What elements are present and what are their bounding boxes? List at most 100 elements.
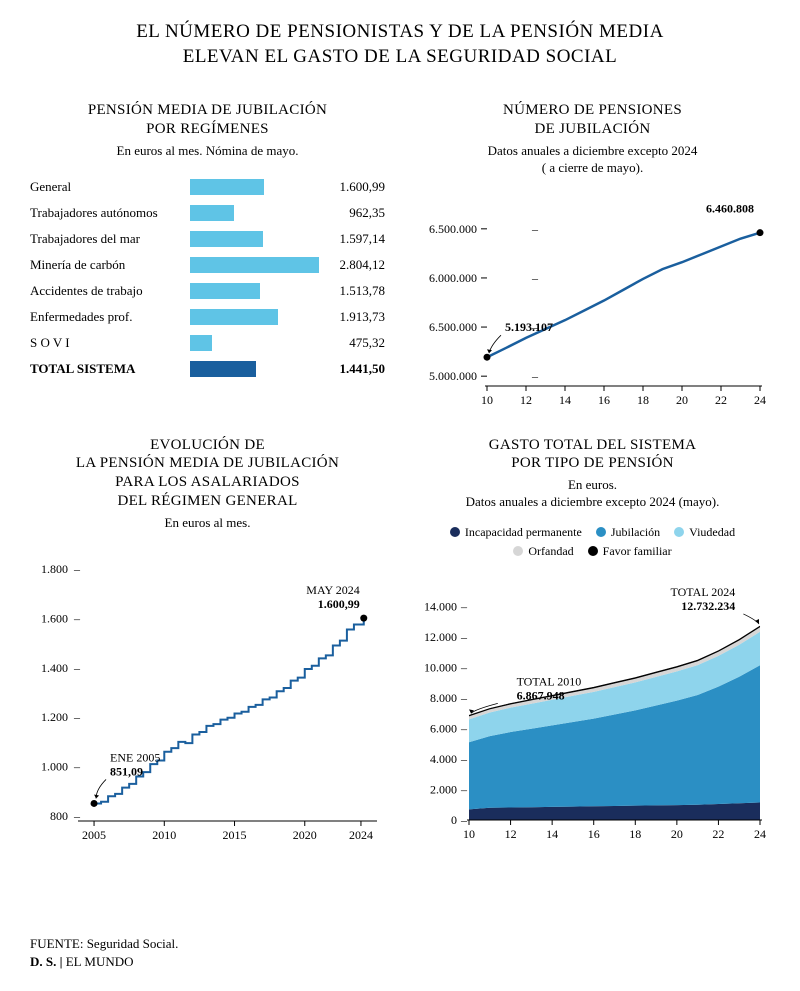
panel-numero-pensiones: NÚMERO DE PENSIONES DE JUBILACIÓN Datos …: [415, 101, 770, 405]
legend-item: Favor familiar: [588, 544, 672, 559]
svg-text:1.000: 1.000: [41, 759, 68, 773]
svg-text:6.500.000: 6.500.000: [429, 320, 477, 334]
panel-evolucion-pension: EVOLUCIÓN DE LA PENSIÓN MEDIA DE JUBILAC…: [30, 436, 385, 841]
panel-c-sub: En euros al mes.: [30, 515, 385, 532]
svg-text:0: 0: [451, 813, 457, 827]
hbar-label: General: [30, 179, 190, 195]
svg-text:1.600,99: 1.600,99: [318, 597, 360, 611]
panel-b-sub: Datos anuales a diciembre excepto 2024 (…: [415, 143, 770, 177]
hbar-label: Accidentes de trabajo: [30, 283, 190, 299]
hbar-label: Minería de carbón: [30, 257, 190, 273]
hbar-label: S O V I: [30, 335, 190, 351]
svg-text:–: –: [460, 691, 468, 705]
hbar-track: [190, 231, 323, 247]
hbar-chart: General1.600,99Trabajadores autónomos962…: [30, 174, 385, 382]
panel-b-sub-l2: ( a cierre de mayo).: [542, 160, 643, 175]
panel-c-title-l4: DEL RÉGIMEN GENERAL: [117, 493, 297, 509]
svg-text:–: –: [460, 661, 468, 675]
svg-text:2.000: 2.000: [430, 782, 457, 796]
hbar-value: 962,35: [323, 205, 385, 221]
svg-text:–: –: [531, 369, 539, 383]
hbar-row: Minería de carbón 2.804,12: [30, 252, 385, 278]
legend-item: Viudedad: [674, 525, 735, 540]
svg-text:–: –: [460, 721, 468, 735]
hbar-value: 1.513,78: [323, 283, 385, 299]
legend-dot: [596, 527, 606, 537]
svg-text:4.000: 4.000: [430, 752, 457, 766]
svg-text:1.400: 1.400: [41, 660, 68, 674]
legend: Incapacidad permanenteJubilaciónViudedad…: [415, 525, 770, 559]
svg-text:16: 16: [588, 827, 600, 840]
legend-label: Jubilación: [611, 525, 660, 540]
hbar-value: 1.600,99: [323, 179, 385, 195]
panel-d-sub-l2: Datos anuales a diciembre excepto 2024 (…: [466, 494, 720, 509]
panel-a-title-l1: PENSIÓN MEDIA DE JUBILACIÓN: [88, 102, 327, 118]
panel-a-title-l2: POR REGÍMENES: [146, 121, 269, 137]
svg-text:10: 10: [481, 393, 493, 406]
byline-source: EL MUNDO: [66, 954, 134, 969]
svg-text:10: 10: [463, 827, 475, 840]
hbar-track: [190, 283, 323, 299]
svg-text:5.193.107: 5.193.107: [505, 320, 553, 334]
svg-text:24: 24: [754, 393, 766, 406]
svg-text:22: 22: [715, 393, 727, 406]
hbar-value: 475,32: [323, 335, 385, 351]
svg-text:22: 22: [712, 827, 724, 840]
hbar-value: 1.913,73: [323, 309, 385, 325]
svg-text:2024: 2024: [349, 828, 373, 841]
panel-b-title-l2: DE JUBILACIÓN: [535, 121, 651, 137]
svg-text:12: 12: [520, 393, 532, 406]
svg-text:20: 20: [671, 827, 683, 840]
area-chart-gasto: 0–2.000–4.000–6.000–8.000–10.000–12.000–…: [415, 565, 770, 840]
svg-text:18: 18: [637, 393, 649, 406]
hbar-track: [190, 205, 323, 221]
hbar-fill: [190, 205, 234, 221]
svg-text:1.200: 1.200: [41, 710, 68, 724]
hbar-row: Accidentes de trabajo 1.513,78: [30, 278, 385, 304]
svg-text:–: –: [531, 271, 539, 285]
panel-pension-media-regimenes: PENSIÓN MEDIA DE JUBILACIÓN POR REGÍMENE…: [30, 101, 385, 405]
panel-d-title-l2: POR TIPO DE PENSIÓN: [511, 455, 674, 471]
main-title: EL NÚMERO DE PENSIONISTAS Y DE LA PENSIÓ…: [30, 20, 770, 69]
svg-text:–: –: [460, 813, 468, 827]
svg-text:–: –: [460, 600, 468, 614]
svg-text:851,09: 851,09: [110, 764, 143, 778]
hbar-label: TOTAL SISTEMA: [30, 361, 190, 377]
legend-item: Jubilación: [596, 525, 660, 540]
hbar-fill: [190, 335, 212, 351]
hbar-value: 2.804,12: [323, 257, 385, 273]
panel-b-title: NÚMERO DE PENSIONES DE JUBILACIÓN: [415, 101, 770, 139]
hbar-track: [190, 335, 323, 351]
hbar-track: [190, 309, 323, 325]
svg-text:–: –: [73, 561, 81, 575]
hbar-fill: [190, 361, 256, 377]
legend-item: Orfandad: [513, 544, 573, 559]
hbar-value: 1.597,14: [323, 231, 385, 247]
svg-text:5.000.000: 5.000.000: [429, 369, 477, 383]
svg-text:TOTAL 2010: TOTAL 2010: [517, 674, 582, 688]
svg-text:6.460.808: 6.460.808: [706, 201, 754, 215]
hbar-fill: [190, 283, 260, 299]
svg-text:–: –: [460, 782, 468, 796]
hbar-fill: [190, 309, 278, 325]
hbar-label: Trabajadores del mar: [30, 231, 190, 247]
svg-text:–: –: [531, 221, 539, 235]
svg-text:14.000: 14.000: [424, 600, 457, 614]
legend-label: Viudedad: [689, 525, 735, 540]
hbar-row: S O V I 475,32: [30, 330, 385, 356]
svg-text:2010: 2010: [152, 828, 176, 841]
svg-text:24: 24: [754, 827, 766, 840]
hbar-fill: [190, 231, 263, 247]
panel-c-title-l3: PARA LOS ASALARIADOS: [115, 474, 300, 490]
panel-c-title-l2: LA PENSIÓN MEDIA DE JUBILACIÓN: [76, 455, 339, 471]
chart-grid: PENSIÓN MEDIA DE JUBILACIÓN POR REGÍMENE…: [30, 101, 770, 840]
hbar-row: Enfermedades prof. 1.913,73: [30, 304, 385, 330]
legend-dot: [513, 546, 523, 556]
svg-text:2020: 2020: [293, 828, 317, 841]
hbar-row: General 1.600,99: [30, 174, 385, 200]
hbar-fill: [190, 179, 264, 195]
hbar-label: Enfermedades prof.: [30, 309, 190, 325]
svg-text:6.500.000: 6.500.000: [429, 221, 477, 235]
svg-text:–: –: [460, 752, 468, 766]
panel-gasto-total: GASTO TOTAL DEL SISTEMA POR TIPO DE PENS…: [415, 436, 770, 841]
